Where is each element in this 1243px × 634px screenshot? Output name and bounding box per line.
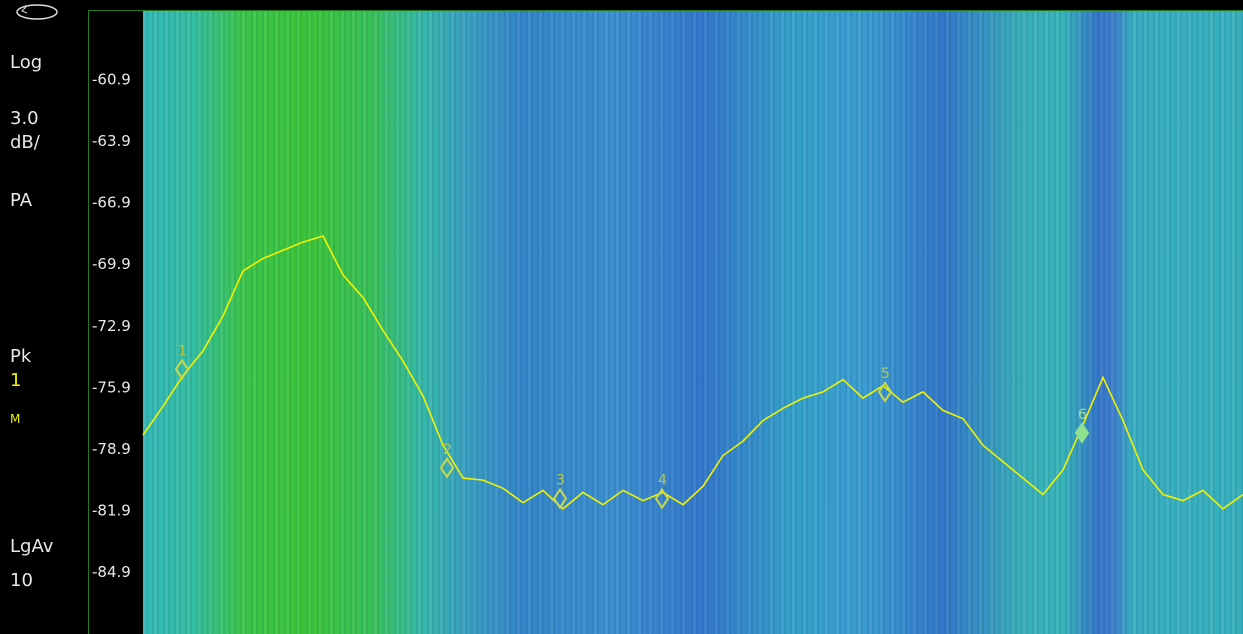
trace-mode: M	[10, 412, 21, 426]
side-panel: Log 3.0 dB/ PA Pk 1 M LgAv 10	[0, 0, 89, 634]
detector: Pk	[10, 346, 32, 367]
y-tick-label: -69.9	[92, 255, 131, 273]
preamp: PA	[10, 190, 33, 211]
marker-label: 5	[881, 366, 890, 382]
scale-value: 3.0	[10, 108, 39, 129]
marker	[439, 457, 455, 479]
marker-label: 3	[556, 473, 565, 489]
trace-number: 1	[10, 370, 22, 391]
scale-type: Log	[10, 52, 43, 73]
y-tick-label: -84.9	[92, 563, 131, 581]
spectrogram-background	[143, 10, 1243, 634]
y-tick-label: -81.9	[92, 501, 131, 519]
trace	[142, 235, 1243, 510]
marker-label: 6	[1078, 407, 1087, 423]
y-tick-label: -63.9	[92, 132, 131, 150]
average-type: LgAv	[10, 536, 54, 557]
top-border	[88, 0, 1243, 11]
y-tick-label: -66.9	[92, 194, 131, 212]
y-tick-label: -75.9	[92, 378, 131, 396]
y-tick-label: -60.9	[92, 71, 131, 89]
y-tick-label: -78.9	[92, 440, 131, 458]
marker	[1074, 422, 1090, 444]
marker-label: 2	[443, 442, 452, 458]
marker	[552, 487, 568, 510]
marker	[877, 381, 893, 403]
rotate-icon[interactable]	[12, 0, 72, 30]
marker-label: 4	[658, 473, 667, 489]
scale-unit: dB/	[10, 132, 40, 153]
y-tick-label: -72.9	[92, 317, 131, 335]
marker-label: 1	[178, 343, 187, 359]
average-count: 10	[10, 570, 33, 591]
marker	[174, 358, 190, 381]
marker	[654, 487, 670, 510]
